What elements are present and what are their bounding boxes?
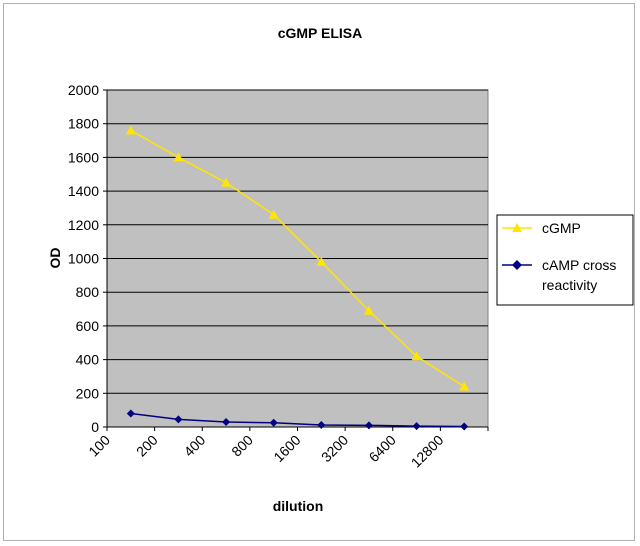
data-point (459, 381, 470, 391)
y-tick-label: 1000 (68, 251, 99, 267)
y-tick-label: 1400 (68, 183, 99, 199)
chart-title: cGMP ELISA (278, 25, 363, 41)
y-tick-label: 0 (91, 419, 99, 435)
series-line-camp (130, 412, 465, 428)
y-axis-ticks: 0 200 400 600 800 1000 1200 1400 1600 1800 2000 (68, 82, 107, 435)
grid-lines (107, 89, 488, 394)
data-point (317, 420, 326, 429)
x-axis-ticks: 100 200 400 800 1600 3200 6400 12800 (85, 427, 489, 471)
y-tick-label: 600 (76, 318, 100, 334)
data-point (221, 177, 232, 187)
x-axis-label: dilution (273, 498, 324, 514)
y-tick-label: 800 (76, 284, 100, 300)
y-tick-label: 400 (76, 352, 100, 368)
legend: cGMP cAMP cross reactivity (496, 214, 634, 306)
x-tick-label: 1600 (270, 432, 303, 465)
data-point (316, 256, 327, 266)
series-layer (125, 125, 470, 431)
x-tick-label: 12800 (408, 432, 447, 471)
data-point (222, 417, 231, 426)
x-tick-label: 400 (181, 432, 209, 460)
y-tick-label: 1200 (68, 217, 99, 233)
legend-marker-cgmp (512, 223, 522, 232)
x-tick-label: 100 (85, 432, 113, 460)
data-point (411, 351, 422, 361)
y-tick-label: 1600 (68, 149, 99, 165)
data-point (268, 209, 279, 219)
legend-label-camp-line1: cAMP cross (542, 257, 616, 273)
data-point (125, 125, 136, 135)
x-tick-label: 200 (133, 432, 161, 460)
data-point (173, 152, 184, 162)
legend-marker-camp (512, 260, 522, 270)
data-point (269, 418, 278, 427)
data-point (174, 415, 183, 424)
data-point (460, 422, 469, 431)
y-tick-label: 2000 (68, 82, 99, 98)
legend-label-cgmp: cGMP (542, 220, 581, 236)
y-tick-label: 1800 (68, 116, 99, 132)
x-tick-label: 3200 (318, 432, 351, 465)
data-point (363, 305, 374, 315)
x-tick-label: 6400 (366, 432, 399, 465)
y-axis-label: OD (47, 248, 63, 269)
series-line-cgmp (130, 129, 465, 388)
data-point (364, 421, 373, 430)
legend-label-camp-line2: reactivity (542, 277, 597, 293)
x-tick-label: 800 (228, 432, 256, 460)
data-point (126, 409, 135, 418)
y-tick-label: 200 (76, 385, 100, 401)
data-point (412, 422, 421, 431)
